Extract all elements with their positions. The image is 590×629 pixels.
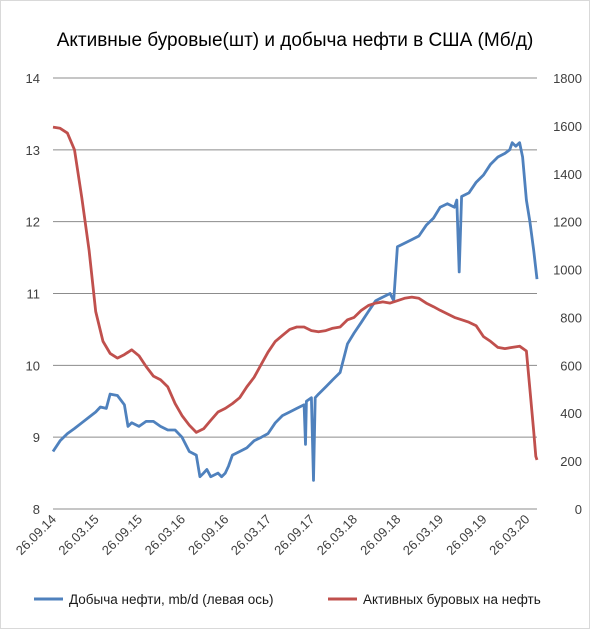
right-tick-label: 1200 [553,215,582,230]
legend-label-rigs: Активных буровых на нефть [363,592,541,607]
left-tick-label: 8 [33,502,40,517]
left-tick-label: 10 [26,358,40,373]
right-tick-label: 1000 [553,263,582,278]
legend-label-production: Добыча нефти, mb/d (левая ось) [69,592,274,607]
series-line-production [51,141,539,482]
left-axis-ticks: 8 9 10 11 12 13 14 [26,71,40,517]
left-tick-label: 13 [26,143,40,158]
right-tick-label: 1600 [553,119,582,134]
left-tick-label: 9 [33,430,40,445]
legend: Добыча нефти, mb/d (левая ось) Активных … [34,592,541,607]
left-tick-label: 11 [27,287,41,302]
right-tick-label: 1800 [553,71,582,86]
series-lines [51,125,539,482]
right-tick-label: 0 [575,502,582,517]
left-tick-label: 12 [26,215,40,230]
right-tick-label: 400 [560,406,582,421]
right-tick-label: 1400 [553,167,582,182]
right-tick-label: 800 [560,310,582,325]
chart-title: Активные буровые(шт) и добыча нефти в СШ… [57,30,534,51]
right-tick-label: 200 [560,454,582,469]
left-tick-label: 14 [26,71,40,86]
right-axis-ticks: 0 200 400 600 800 1000 1200 1400 1600 1800 [553,71,582,517]
right-tick-label: 600 [560,358,582,373]
series-line-rigs [52,125,539,461]
gridlines [53,77,537,510]
